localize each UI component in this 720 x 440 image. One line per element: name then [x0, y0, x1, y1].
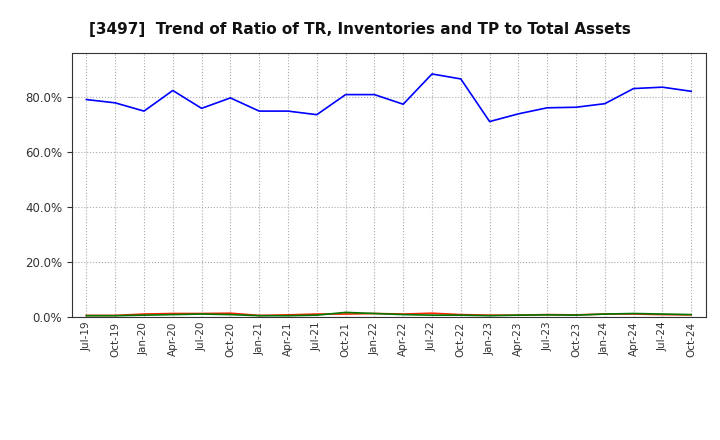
Inventories — [456, 76, 465, 81]
Trade Receivables — [428, 311, 436, 316]
Trade Payables — [111, 313, 120, 319]
Trade Receivables — [341, 312, 350, 317]
Inventories — [341, 92, 350, 97]
Text: [3497]  Trend of Ratio of TR, Inventories and TP to Total Assets: [3497] Trend of Ratio of TR, Inventories… — [89, 22, 631, 37]
Inventories — [312, 112, 321, 117]
Inventories — [600, 101, 609, 106]
Inventories — [111, 100, 120, 106]
Inventories — [82, 97, 91, 102]
Trade Payables — [168, 312, 177, 317]
Trade Payables — [456, 312, 465, 318]
Trade Payables — [514, 312, 523, 318]
Trade Payables — [341, 310, 350, 315]
Trade Payables — [284, 313, 292, 319]
Inventories — [543, 105, 552, 110]
Trade Receivables — [82, 313, 91, 318]
Inventories — [658, 84, 667, 90]
Trade Receivables — [514, 312, 523, 318]
Trade Payables — [82, 313, 91, 319]
Trade Receivables — [687, 312, 696, 318]
Trade Payables — [226, 312, 235, 317]
Inventories — [428, 71, 436, 77]
Trade Receivables — [485, 312, 494, 318]
Trade Payables — [428, 312, 436, 318]
Inventories — [168, 88, 177, 93]
Trade Receivables — [255, 313, 264, 318]
Trade Receivables — [456, 312, 465, 317]
Line: Trade Receivables: Trade Receivables — [86, 313, 691, 315]
Trade Payables — [197, 312, 206, 317]
Trade Receivables — [111, 313, 120, 318]
Inventories — [572, 105, 580, 110]
Trade Receivables — [140, 312, 148, 317]
Line: Inventories: Inventories — [86, 74, 691, 121]
Inventories — [226, 95, 235, 101]
Trade Receivables — [629, 312, 638, 317]
Trade Payables — [399, 312, 408, 317]
Trade Payables — [485, 313, 494, 319]
Trade Receivables — [197, 311, 206, 316]
Trade Payables — [312, 312, 321, 318]
Trade Payables — [687, 312, 696, 317]
Inventories — [255, 108, 264, 114]
Inventories — [140, 108, 148, 114]
Trade Payables — [600, 312, 609, 317]
Inventories — [687, 88, 696, 94]
Inventories — [399, 102, 408, 107]
Trade Payables — [658, 312, 667, 317]
Trade Payables — [370, 311, 379, 316]
Trade Receivables — [543, 312, 552, 317]
Trade Payables — [255, 313, 264, 319]
Trade Receivables — [168, 311, 177, 316]
Trade Payables — [629, 311, 638, 316]
Line: Trade Payables: Trade Payables — [86, 312, 691, 316]
Inventories — [629, 86, 638, 91]
Trade Receivables — [226, 311, 235, 316]
Trade Payables — [572, 312, 580, 318]
Trade Receivables — [399, 312, 408, 317]
Trade Receivables — [370, 311, 379, 316]
Inventories — [197, 106, 206, 111]
Trade Receivables — [284, 312, 292, 318]
Inventories — [485, 119, 494, 124]
Trade Payables — [140, 312, 148, 318]
Trade Receivables — [600, 312, 609, 317]
Inventories — [370, 92, 379, 97]
Inventories — [514, 111, 523, 117]
Trade Payables — [543, 312, 552, 318]
Trade Receivables — [312, 312, 321, 317]
Trade Receivables — [572, 312, 580, 318]
Inventories — [284, 108, 292, 114]
Trade Receivables — [658, 312, 667, 317]
